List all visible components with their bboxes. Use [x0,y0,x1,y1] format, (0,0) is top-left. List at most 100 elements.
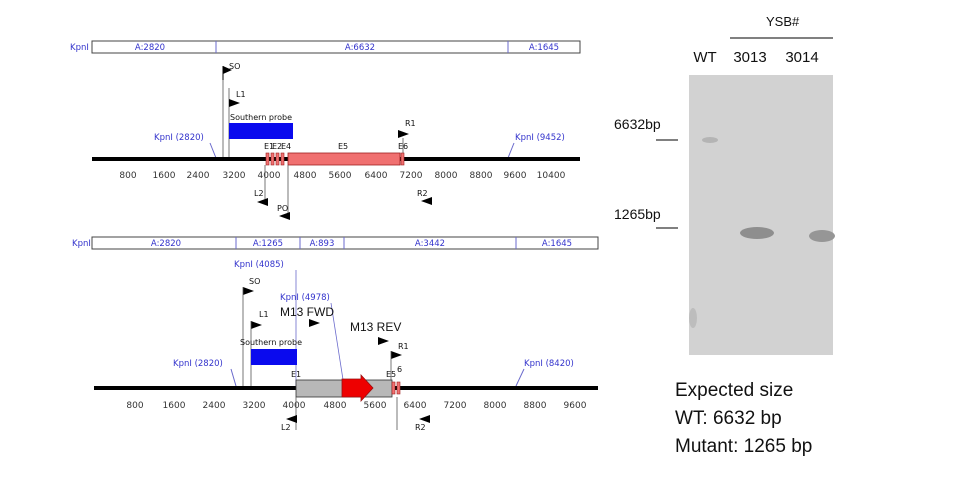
flag-icon [391,351,402,359]
flag-icon [398,130,409,138]
flag-icon [421,197,432,205]
map1-segment-1: A:2820 [135,43,165,53]
svg-text:R2: R2 [415,423,426,432]
svg-text:E4: E4 [281,142,291,151]
flag-icon [286,415,297,423]
marker-6632: 6632bp [614,116,661,132]
map2-kpn-4978: KpnI (4978) [280,293,330,303]
map2-southern-probe [251,349,297,365]
map1-primer-so: SO [222,62,240,80]
map2-segment-4: A:3442 [415,239,445,249]
svg-text:9600: 9600 [504,171,527,181]
svg-text:SO: SO [249,277,260,286]
map2-exon-e5: E5 [386,370,396,379]
map1-primer-l1: L1 [229,90,246,107]
map1-fragment-bar [91,40,581,54]
m13-rev-label: M13 REV [350,320,401,334]
svg-text:L2: L2 [281,423,291,432]
map2-kpn-4085: KpnI (4085) [234,260,284,270]
map2-scale: 800 1600 2400 3200 4000 4800 5600 6400 7… [126,401,586,411]
map1-primer-po: PO [277,165,290,220]
map1-kpn-right: KpnI (9452) [515,133,565,143]
svg-text:3200: 3200 [223,171,246,181]
flag-icon [223,66,232,74]
map1-segment-3: A:1645 [529,43,559,53]
map2-primer-r1: R1 [390,342,409,386]
map1-primer-r2: R2 [417,189,432,205]
map1-scale: 800 1600 2400 3200 4000 4800 5600 6400 7… [119,171,565,181]
map1-kpn-left: KpnI (2820) [154,133,204,143]
map2-probe-label: Southern probe [240,338,302,347]
svg-text:4000: 4000 [258,171,281,181]
flag-icon [279,212,290,220]
svg-text:8000: 8000 [484,401,507,411]
svg-text:SO: SO [229,62,240,71]
expected-sizes: Expected size WT: 6632 bp Mutant: 1265 b… [675,380,812,457]
flag-icon [309,319,320,327]
map1-probe-label: Southern probe [230,113,292,122]
map2-primer-so: SO [242,277,260,386]
map1-primer-r1: R1 [398,119,416,158]
svg-text:R1: R1 [398,342,409,351]
svg-text:1600: 1600 [153,171,176,181]
flag-icon [419,415,430,423]
map2-primer-r2: R2 [396,397,430,432]
gel-membrane [689,75,833,355]
svg-text:L1: L1 [259,310,269,319]
svg-text:6400: 6400 [404,401,427,411]
flag-icon [257,198,268,206]
flag-icon [251,321,262,329]
svg-text:4800: 4800 [294,171,317,181]
svg-text:800: 800 [119,171,136,181]
expected-mutant: Mutant: 1265 bp [675,436,812,457]
map2-primer-l1: L1 [250,310,269,386]
wildtype-map: KpnI A:2820 A:6632 A:1645 SO L1 Southern… [70,40,581,220]
map2-segment-5: A:1645 [542,239,572,249]
map2-segment-3: A:893 [310,239,335,249]
svg-text:4800: 4800 [324,401,347,411]
band-wt-6632 [702,137,718,143]
map2-kpn-header: KpnI [72,239,91,249]
gel-lane-3014: 3014 [785,49,818,66]
gel-lane-wt: WT [693,49,716,66]
svg-text:E2: E2 [272,142,282,151]
marker-1265: 1265bp [614,206,661,222]
map2-primer-l2: L2 [281,397,297,432]
svg-text:R1: R1 [405,119,416,128]
svg-text:R2: R2 [417,189,428,198]
map1-segment-2: A:6632 [345,43,375,53]
map2-segment-1: A:2820 [151,239,181,249]
map2-segment-2: A:1265 [253,239,283,249]
svg-text:8000: 8000 [435,171,458,181]
svg-text:800: 800 [126,401,143,411]
m13-fwd-label: M13 FWD [280,305,334,319]
svg-text:L1: L1 [236,90,246,99]
svg-text:7200: 7200 [444,401,467,411]
svg-text:E6: E6 [398,142,408,151]
flag-icon [378,337,389,345]
map1-kpn-header: KpnI [70,43,89,53]
arrow-right-icon [341,373,374,403]
svg-text:10400: 10400 [537,171,566,181]
flag-icon [243,287,254,295]
svg-text:PO: PO [277,204,288,213]
map1-primer-l2: L2 [254,165,268,206]
flag-icon [229,99,240,107]
map2-fragment-bar [91,236,599,250]
svg-text:1600: 1600 [163,401,186,411]
svg-text:L2: L2 [254,189,264,198]
svg-text:E1: E1 [264,142,274,151]
map2-exon-e1: E1 [291,370,301,379]
map2-kpn-right: KpnI (8420) [524,359,574,369]
svg-text:8800: 8800 [470,171,493,181]
svg-text:7200: 7200 [400,171,423,181]
band-3014-1265 [809,230,835,242]
svg-text:9600: 9600 [564,401,587,411]
band-3013-1265 [740,227,774,239]
svg-text:8800: 8800 [524,401,547,411]
gel-group-label: YSB# [766,14,800,29]
svg-text:5600: 5600 [364,401,387,411]
mutant-map: KpnI A:2820 A:1265 A:893 A:3442 A:1645 K… [72,236,599,432]
svg-text:6400: 6400 [365,171,388,181]
